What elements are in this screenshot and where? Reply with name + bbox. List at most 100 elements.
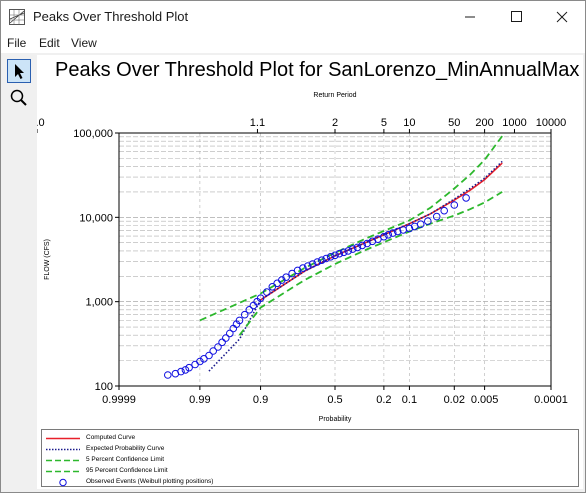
x-axis-title: Probability [319, 416, 352, 423]
observed-point [164, 371, 172, 379]
legend-item-ci95: 95 Percent Confidence Limit [42, 466, 572, 477]
observed-point [380, 232, 388, 241]
observed-point [181, 366, 190, 374]
close-button[interactable] [539, 1, 585, 33]
observed-point [191, 360, 199, 369]
observed-point [432, 212, 441, 221]
observed-point [222, 334, 230, 342]
top-tick-label: 2 [332, 117, 338, 129]
pointer-arrow-icon [15, 64, 24, 79]
observed-point [405, 224, 414, 233]
magnifier-icon [10, 89, 27, 106]
x-tick-label: 0.02 [444, 394, 465, 406]
observed-point [358, 241, 367, 250]
legend-swatch-computed [46, 437, 80, 440]
minimize-button[interactable] [447, 1, 493, 33]
observed-point [416, 220, 425, 228]
legend-swatch-observed [59, 478, 67, 487]
observed-point [331, 251, 339, 260]
observed-point [462, 194, 470, 202]
top-tick-label: 1000 [502, 117, 526, 129]
legend-item-ci5: 5 Percent Confidence Limit [42, 455, 572, 466]
x-tick-label: 0.1 [402, 394, 417, 406]
x-tick-label: 0.005 [471, 394, 499, 406]
menu-edit[interactable]: Edit [39, 36, 60, 50]
observed-point [218, 338, 226, 347]
chart-app-icon [9, 9, 25, 25]
maximize-icon [511, 11, 522, 22]
x-tick-label: 0.9 [253, 394, 268, 406]
y-axis-title: FLOW (CFS) [44, 239, 51, 280]
observed-point [185, 363, 193, 372]
legend: Computed Curve Expected Probability Curv… [41, 429, 579, 487]
menu-view[interactable]: View [71, 36, 97, 50]
top-tick-label: 1.0 [37, 117, 45, 129]
observed-point [282, 273, 290, 281]
top-tick-label: 1.1 [250, 117, 265, 129]
observed-point [344, 247, 353, 255]
legend-swatch-expected [46, 448, 80, 451]
close-icon [556, 11, 568, 23]
x-tick-label: 0.0001 [534, 394, 568, 406]
observed-point [196, 357, 204, 366]
confidence-limit-95 [238, 191, 503, 336]
legend-item-expected: Expected Probability Curve [42, 444, 572, 455]
observed-point [318, 256, 326, 264]
observed-point [288, 269, 296, 278]
top-tick-label: 200 [475, 117, 493, 129]
top-tick-label: 50 [448, 117, 460, 129]
maximize-button[interactable] [493, 1, 539, 33]
observed-point [335, 249, 344, 258]
observed-point [205, 351, 213, 360]
observed-point [273, 279, 281, 288]
y-tick-label: 100,000 [73, 128, 113, 140]
observed-point [384, 231, 393, 239]
observed-point [245, 306, 254, 314]
x-tick-label: 0.9999 [102, 394, 136, 406]
legend-swatch-ci95 [46, 470, 80, 473]
menu-bar: File Edit View [1, 33, 585, 53]
observed-point [299, 264, 307, 272]
observed-point [226, 329, 234, 338]
legend-label-ci5: 5 Percent Confidence Limit [86, 456, 165, 463]
observed-point [268, 283, 277, 291]
title-bar[interactable]: Peaks Over Threshold Plot [1, 1, 585, 33]
observed-point [389, 229, 397, 237]
menu-file[interactable]: File [7, 36, 27, 50]
minimize-icon [465, 16, 475, 18]
observed-point [214, 343, 222, 351]
x-tick-label: 0.5 [327, 394, 342, 406]
top-tick-label: 10000 [536, 117, 567, 129]
observed-point [313, 258, 322, 266]
window-title: Peaks Over Threshold Plot [33, 9, 189, 24]
observed-point [450, 201, 459, 209]
y-tick-label: 1,000 [85, 297, 113, 309]
legend-label-computed: Computed Curve [86, 434, 136, 441]
legend-item-observed: Observed Events (Weibull plotting positi… [42, 477, 572, 488]
observed-point [340, 248, 348, 257]
plot-canvas: Peaks Over Threshold Plot for SanLorenzo… [37, 55, 583, 489]
observed-point [348, 245, 357, 253]
legend-label-observed: Observed Events (Weibull plotting positi… [86, 478, 214, 485]
observed-point [240, 310, 249, 319]
tool-palette [3, 55, 35, 487]
observed-point [424, 217, 432, 225]
legend-label-ci95: 95 Percent Confidence Limit [86, 467, 168, 474]
legend-swatch-ci5 [46, 459, 80, 462]
top-tick-label: 10 [403, 117, 415, 129]
observed-point [393, 227, 402, 236]
legend-label-expected: Expected Probability Curve [86, 445, 165, 452]
observed-point [322, 254, 331, 263]
expected-probability-curve [208, 160, 503, 372]
x-tick-label: 0.99 [189, 394, 210, 406]
confidence-limit-5 [199, 135, 503, 322]
frequency-chart[interactable]: 100,000 10,000 1,000 1000.9999 0.99 0.9 0.5 0.2… [37, 55, 583, 427]
observed-point [209, 347, 217, 355]
observed-point [353, 243, 362, 252]
zoom-tool-button[interactable] [7, 86, 31, 110]
y-tick-label: 10,000 [79, 212, 113, 224]
legend-item-computed: Computed Curve [42, 433, 572, 444]
observed-point [308, 260, 317, 268]
pointer-tool-button[interactable] [7, 59, 31, 83]
observed-point [304, 262, 312, 270]
